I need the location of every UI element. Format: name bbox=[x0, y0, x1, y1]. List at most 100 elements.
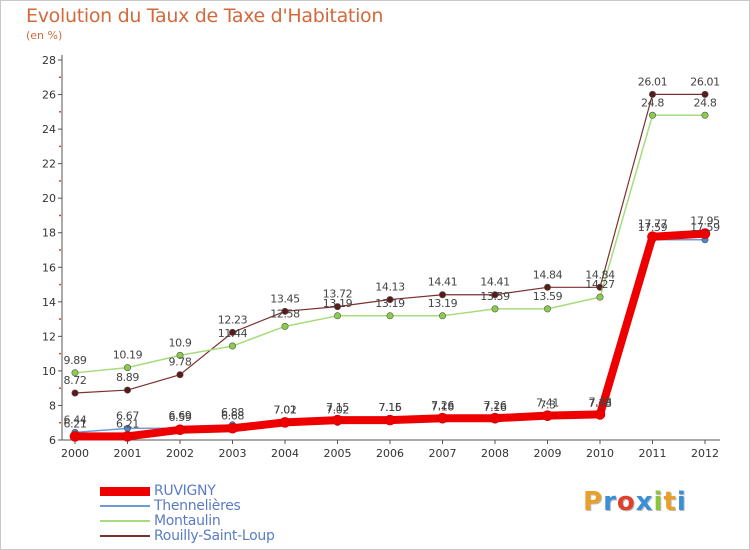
legend-swatch-montaulin bbox=[100, 520, 150, 522]
x-tick-label: 2009 bbox=[534, 447, 562, 460]
legend-label-thenneli-res: Thennelières bbox=[154, 498, 241, 514]
data-label-ruvigny: 7.15 bbox=[379, 401, 402, 414]
data-point-ruvigny bbox=[69, 431, 81, 442]
data-point-ruvigny bbox=[489, 412, 501, 424]
data-point-rouilly-saint-loup bbox=[71, 389, 79, 397]
data-point-ruvigny bbox=[437, 412, 448, 424]
data-label-montaulin: 10.19 bbox=[113, 349, 143, 362]
data-label-montaulin: 13.19 bbox=[428, 297, 458, 310]
y-tick-label: 16 bbox=[42, 261, 56, 274]
data-label-rouilly-saint-loup: 13.72 bbox=[323, 288, 353, 301]
data-point-rouilly-saint-loup bbox=[176, 371, 184, 379]
unit-label: (en %) bbox=[26, 29, 63, 42]
data-point-montaulin bbox=[124, 364, 132, 372]
data-point-ruvigny bbox=[699, 228, 711, 239]
data-label-rouilly-saint-loup: 14.84 bbox=[585, 268, 615, 281]
data-point-ruvigny bbox=[647, 231, 658, 242]
data-label-rouilly-saint-loup: 26.01 bbox=[638, 75, 668, 88]
data-point-ruvigny bbox=[594, 409, 606, 420]
data-label-montaulin: 10.9 bbox=[169, 336, 192, 349]
data-label-rouilly-saint-loup: 14.41 bbox=[428, 276, 458, 289]
data-point-montaulin bbox=[438, 312, 446, 320]
y-tick-label: 6 bbox=[49, 434, 56, 447]
data-label-ruvigny: 6.21 bbox=[64, 417, 87, 430]
data-label-thenneli-res: 7.3 bbox=[539, 399, 556, 412]
data-point-montaulin bbox=[491, 305, 499, 313]
data-label-ruvigny: 17.77 bbox=[638, 218, 668, 231]
y-tick-label: 18 bbox=[42, 227, 56, 240]
legend-swatch-thenneli-res bbox=[100, 505, 150, 507]
data-point-ruvigny bbox=[122, 431, 133, 442]
data-point-montaulin bbox=[229, 342, 237, 350]
data-label-thenneli-res: 7.01 bbox=[274, 404, 297, 417]
y-tick-label: 12 bbox=[42, 330, 56, 343]
y-tick-label: 10 bbox=[42, 365, 56, 378]
data-point-rouilly-saint-loup bbox=[701, 90, 709, 98]
data-label-montaulin: 11.44 bbox=[218, 327, 248, 340]
y-tick-label: 8 bbox=[49, 399, 56, 412]
data-label-montaulin: 24.8 bbox=[641, 96, 664, 109]
data-point-montaulin bbox=[701, 111, 709, 119]
x-tick-label: 2005 bbox=[324, 447, 352, 460]
x-tick-label: 2010 bbox=[586, 447, 614, 460]
x-tick-label: 2000 bbox=[61, 447, 89, 460]
data-label-thenneli-res: 7.16 bbox=[379, 401, 402, 414]
series-line-montaulin bbox=[74, 114, 706, 374]
data-point-rouilly-saint-loup bbox=[543, 283, 551, 291]
legend-swatch-ruvigny bbox=[100, 487, 150, 496]
data-label-ruvigny: 7.26 bbox=[431, 399, 454, 412]
data-label-montaulin: 13.59 bbox=[533, 290, 563, 303]
data-point-montaulin bbox=[176, 351, 184, 359]
data-point-ruvigny bbox=[332, 414, 343, 426]
data-point-ruvigny bbox=[227, 422, 238, 434]
data-label-thenneli-res: 6.67 bbox=[116, 409, 139, 422]
data-point-rouilly-saint-loup bbox=[648, 90, 656, 98]
x-tick-label: 2001 bbox=[114, 447, 142, 460]
data-point-rouilly-saint-loup bbox=[124, 386, 132, 394]
data-point-montaulin bbox=[596, 293, 604, 301]
data-point-rouilly-saint-loup bbox=[333, 303, 341, 311]
data-label-rouilly-saint-loup: 13.45 bbox=[270, 292, 300, 305]
data-label-thenneli-res: 7.38 bbox=[589, 397, 612, 410]
x-tick-label: 2006 bbox=[376, 447, 404, 460]
data-label-rouilly-saint-loup: 14.13 bbox=[375, 281, 405, 294]
legend-label-montaulin: Montaulin bbox=[154, 513, 221, 529]
data-label-thenneli-res: 6.44 bbox=[64, 413, 87, 426]
data-point-montaulin bbox=[648, 111, 656, 119]
data-point-ruvigny bbox=[279, 417, 291, 428]
data-label-thenneli-res: 6.69 bbox=[169, 409, 192, 422]
data-label-montaulin: 13.59 bbox=[480, 290, 510, 303]
data-label-ruvigny: 6.59 bbox=[169, 411, 192, 424]
y-tick-label: 24 bbox=[42, 123, 56, 136]
data-label-rouilly-saint-loup: 9.78 bbox=[169, 356, 192, 369]
data-label-montaulin: 13.19 bbox=[323, 297, 353, 310]
data-point-montaulin bbox=[543, 305, 551, 313]
data-point-rouilly-saint-loup bbox=[281, 307, 289, 315]
data-point-rouilly-saint-loup bbox=[438, 291, 446, 299]
proxiti-logo: Proxiti bbox=[583, 487, 687, 517]
x-tick-label: 2011 bbox=[639, 447, 667, 460]
data-label-ruvigny: 7.26 bbox=[484, 399, 507, 412]
data-point-montaulin bbox=[333, 312, 341, 320]
data-point-ruvigny bbox=[384, 414, 396, 426]
data-label-montaulin: 9.89 bbox=[64, 354, 87, 367]
legend-label-rouilly-saint-loup: Rouilly-Saint-Loup bbox=[154, 528, 275, 544]
data-label-ruvigny: 17.95 bbox=[690, 215, 720, 228]
legend-label-ruvigny: RUVIGNY bbox=[154, 483, 216, 499]
x-tick-label: 2012 bbox=[691, 447, 719, 460]
data-label-rouilly-saint-loup: 14.84 bbox=[533, 268, 563, 281]
data-point-ruvigny bbox=[174, 424, 186, 436]
data-label-montaulin: 24.8 bbox=[694, 96, 717, 109]
x-tick-label: 2007 bbox=[429, 447, 457, 460]
y-tick-label: 22 bbox=[42, 158, 56, 171]
legend-swatch-rouilly-saint-loup bbox=[100, 535, 150, 537]
data-label-ruvigny: 7.48 bbox=[589, 395, 612, 408]
data-label-rouilly-saint-loup: 14.41 bbox=[480, 276, 510, 289]
data-label-thenneli-res: 17.59 bbox=[638, 221, 668, 234]
y-tick-label: 20 bbox=[42, 192, 56, 205]
data-label-montaulin: 14.27 bbox=[585, 278, 615, 291]
data-label-rouilly-saint-loup: 8.89 bbox=[116, 371, 139, 384]
chart-title: Evolution du Taux de Taxe d'Habitation bbox=[26, 5, 384, 27]
